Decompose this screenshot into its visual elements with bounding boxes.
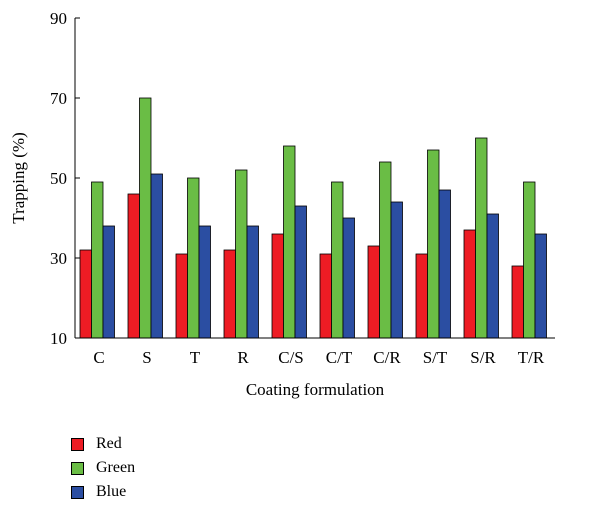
bar-blue-s — [150, 173, 163, 339]
legend-item-green: Green — [71, 456, 135, 480]
bar-chart: 10 30 50 70 90 C S T R C/S C/T C/R S/T S/R T/R Coatin… — [9, 9, 555, 399]
bar-blue-r — [246, 225, 259, 339]
bar-green-t — [187, 177, 200, 339]
bar-red-s — [127, 193, 140, 339]
bar-red-s-t — [415, 253, 428, 339]
y-tick-label: 90 — [50, 9, 67, 28]
bar-red-s-r — [463, 229, 476, 339]
x-axis-ticks: C S T R C/S C/T C/R S/T S/R T/R — [93, 348, 545, 367]
bar-green-c-t — [331, 181, 344, 339]
bar-blue-c-s — [294, 205, 307, 339]
y-tick-label: 70 — [50, 89, 67, 108]
bar-red-c — [79, 249, 92, 339]
bar-green-s-t — [427, 149, 440, 339]
bar-red-t-r — [511, 265, 524, 339]
bar-blue-c — [102, 225, 115, 339]
bar-green-c — [91, 181, 104, 339]
bar-red-c-s — [271, 233, 284, 339]
bar-blue-t — [198, 225, 211, 339]
bar-blue-s-r — [486, 213, 499, 339]
bars-layer — [79, 97, 547, 339]
bar-green-s-r — [475, 137, 488, 339]
legend-swatch-blue — [71, 485, 84, 499]
legend-swatch-red — [71, 437, 84, 451]
x-axis-title: Coating formulation — [246, 380, 385, 399]
x-tick-label: S/R — [470, 348, 496, 367]
bar-blue-c-t — [342, 217, 355, 339]
x-tick-label: C/T — [326, 348, 353, 367]
bar-blue-t-r — [534, 233, 547, 339]
x-tick-label: T — [190, 348, 201, 367]
x-tick-label: C/S — [278, 348, 304, 367]
y-axis-title: Trapping (%) — [9, 132, 28, 223]
y-tick-label: 50 — [50, 169, 67, 188]
y-axis-ticks: 10 30 50 70 90 — [50, 9, 80, 348]
bar-green-r — [235, 169, 248, 339]
legend-item-blue: Blue — [71, 480, 135, 504]
legend-swatch-green — [71, 461, 84, 475]
bar-green-c-r — [379, 161, 392, 339]
legend-label-green: Green — [96, 459, 136, 476]
legend: Red Green Blue — [71, 432, 135, 504]
x-tick-label: S — [142, 348, 151, 367]
x-tick-label: S/T — [423, 348, 448, 367]
bar-red-t — [175, 253, 188, 339]
bar-red-c-t — [319, 253, 332, 339]
x-tick-label: R — [237, 348, 249, 367]
bar-blue-s-t — [438, 189, 451, 339]
bar-green-s — [139, 97, 152, 339]
bar-green-t-r — [523, 181, 536, 339]
x-tick-label: C/R — [373, 348, 401, 367]
x-tick-label: C — [93, 348, 104, 367]
bar-red-c-r — [367, 245, 380, 339]
y-tick-label: 10 — [50, 329, 67, 348]
legend-label-red: Red — [96, 435, 122, 452]
bar-blue-c-r — [390, 201, 403, 339]
x-tick-label: T/R — [518, 348, 545, 367]
y-tick-label: 30 — [50, 249, 67, 268]
bar-green-c-s — [283, 145, 296, 339]
bar-red-r — [223, 249, 236, 339]
legend-label-blue: Blue — [96, 483, 127, 500]
legend-item-red: Red — [71, 432, 135, 456]
